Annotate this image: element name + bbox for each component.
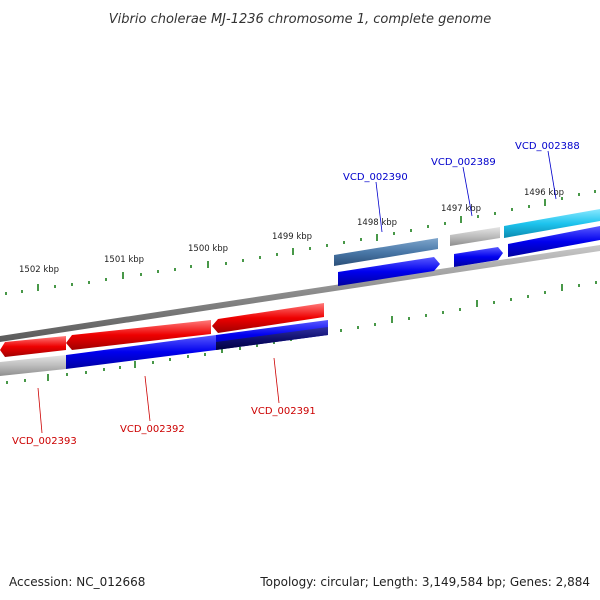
position-label: 1496 kbp: [524, 188, 564, 198]
position-label: 1500 kbp: [188, 244, 228, 254]
gene-arrow: [212, 303, 324, 333]
forward-gene-callouts: [375, 150, 557, 233]
gene-arrow: [450, 227, 500, 246]
gene-arrow: [334, 238, 438, 266]
lower-tick-row: [6, 281, 597, 384]
gene-arrow: [508, 226, 600, 257]
gene-label-reverse[interactable]: VCD_002393: [12, 436, 77, 447]
gene-arrow: [216, 327, 328, 350]
gene-arrow: [0, 355, 66, 376]
chromosome-backbone: [0, 245, 600, 342]
gene-label-reverse[interactable]: VCD_002391: [251, 406, 316, 417]
gene-arrow: [454, 247, 503, 267]
gene-label-forward[interactable]: VCD_002390: [343, 172, 408, 183]
gene-arrow: [338, 257, 440, 286]
position-label: 1502 kbp: [19, 265, 59, 275]
gene-arrow: [66, 320, 211, 350]
gene-arrow: [66, 335, 216, 369]
genome-summary: Topology: circular; Length: 3,149,584 bp…: [259, 575, 590, 589]
gene-arrow: [504, 209, 600, 238]
position-label: 1501 kbp: [104, 255, 144, 265]
accession-text: Accession: NC_012668: [9, 575, 145, 589]
position-label: 1498 kbp: [357, 218, 397, 228]
upper-tick-row: [5, 190, 596, 295]
gene-arrow: [0, 336, 66, 357]
gene-label-forward[interactable]: VCD_002388: [515, 141, 580, 152]
gene-label-reverse[interactable]: VCD_002392: [120, 424, 185, 435]
position-label: 1497 kbp: [441, 204, 481, 214]
position-label: 1499 kbp: [272, 232, 312, 242]
map-title: Vibrio cholerae MJ-1236 chromosome 1, co…: [109, 12, 491, 27]
reverse-gene-callouts: [37, 357, 280, 434]
gene-label-forward[interactable]: VCD_002389: [431, 157, 496, 168]
